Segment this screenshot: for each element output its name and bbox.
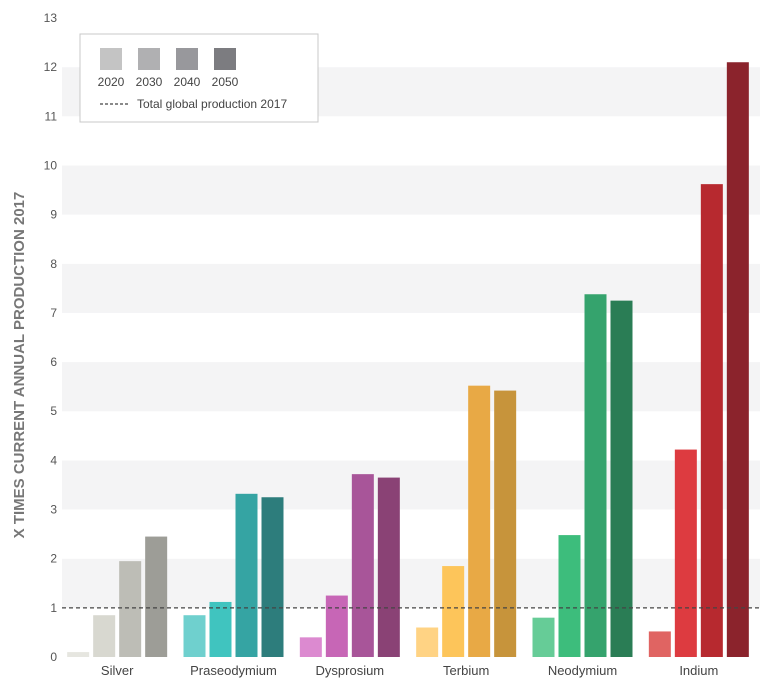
y-tick-label: 4 (50, 453, 57, 467)
grid-band (62, 509, 760, 559)
bar-praseodymium-2020 (183, 615, 206, 657)
y-tick-label: 7 (50, 306, 57, 320)
grid-band (62, 165, 760, 215)
legend-label: 2040 (174, 75, 201, 89)
grid-band (62, 116, 760, 166)
grid-bands (62, 18, 760, 657)
legend-reference-label: Total global production 2017 (137, 97, 287, 111)
bar-indium-2020 (648, 631, 671, 657)
bar-dysprosium-2040 (351, 474, 374, 657)
y-tick-label: 2 (50, 552, 57, 566)
legend: 2020 2030 2040 2050 Total global production… (79, 33, 319, 123)
legend-swatch (214, 48, 236, 70)
y-tick-label: 13 (44, 11, 58, 25)
bar-praseodymium-2050 (261, 497, 284, 657)
x-axis-categories: Silver Praseodymium Dysprosium Terbium Neody… (101, 663, 718, 678)
legend-items: 2020 2030 2040 2050 (98, 48, 239, 89)
legend-label: 2030 (136, 75, 163, 89)
legend-swatch (138, 48, 160, 70)
legend-swatch (100, 48, 122, 70)
grid-band (62, 558, 760, 608)
bars (67, 62, 749, 657)
y-tick-label: 3 (50, 503, 57, 517)
category-label: Dysprosium (316, 663, 385, 678)
y-tick-label: 9 (50, 208, 57, 222)
y-tick-label: 0 (50, 650, 57, 664)
legend-label: 2050 (212, 75, 239, 89)
category-label: Praseodymium (190, 663, 277, 678)
legend-label: 2020 (98, 75, 125, 89)
bar-dysprosium-2020 (299, 637, 322, 657)
grid-band (62, 312, 760, 363)
y-tick-label: 8 (50, 257, 57, 271)
y-tick-label: 1 (50, 601, 57, 615)
y-tick-label: 5 (50, 404, 57, 418)
bar-neodymium-2020 (532, 617, 555, 657)
bar-praseodymium-2040 (235, 493, 258, 657)
bar-terbium-2040 (468, 385, 491, 657)
bar-terbium-2050 (494, 390, 517, 657)
grid-band (62, 607, 760, 657)
bar-praseodymium-2030 (209, 601, 232, 657)
bar-silver-2050 (145, 536, 168, 657)
bar-neodymium-2030 (558, 535, 581, 657)
bar-terbium-2020 (416, 627, 439, 657)
bar-neodymium-2040 (584, 294, 607, 657)
y-axis-label: X TIMES CURRENT ANNUAL PRODUCTION 2017 (11, 192, 28, 539)
bar-silver-2040 (119, 561, 142, 657)
bar-neodymium-2050 (610, 300, 633, 657)
legend-swatch (176, 48, 198, 70)
grid-band (62, 460, 760, 510)
grid-band (62, 263, 760, 313)
category-label: Silver (101, 663, 134, 678)
bar-indium-2030 (674, 449, 697, 657)
category-label: Indium (679, 663, 718, 678)
y-tick-label: 10 (44, 158, 58, 172)
y-tick-label: 12 (44, 60, 58, 74)
grid-band (62, 214, 760, 264)
category-label: Terbium (443, 663, 489, 678)
bar-dysprosium-2050 (377, 477, 400, 657)
bar-silver-2020 (67, 652, 90, 657)
bar-indium-2040 (700, 184, 723, 657)
bar-silver-2030 (93, 615, 116, 657)
bar-terbium-2030 (442, 566, 465, 657)
grid-band (62, 411, 760, 461)
bar-dysprosium-2030 (325, 595, 348, 657)
grid-band (62, 362, 760, 412)
y-tick-label: 6 (50, 355, 57, 369)
category-label: Neodymium (548, 663, 617, 678)
y-tick-label: 11 (45, 109, 58, 123)
bar-indium-2050 (726, 62, 749, 657)
